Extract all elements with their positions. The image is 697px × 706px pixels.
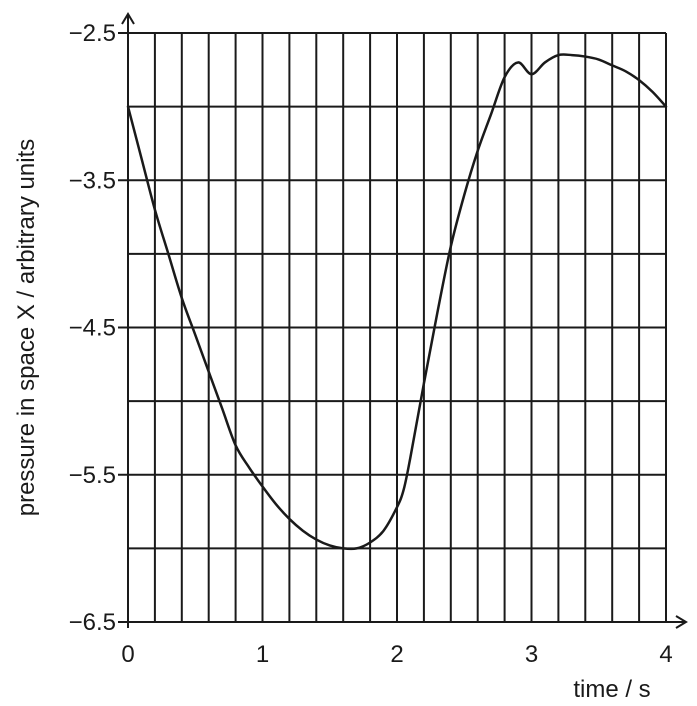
y-tick-label: −3.5	[69, 167, 116, 194]
y-tick-label: −5.5	[69, 462, 116, 489]
y-tick-label: −4.5	[69, 315, 116, 342]
x-axis-arrow	[675, 615, 688, 629]
axes	[118, 12, 688, 629]
x-axis-label: time / s	[573, 676, 650, 703]
y-axis-label: pressure in space X / arbitrary units	[13, 139, 40, 517]
grid	[128, 32, 667, 622]
y-tick-label: −2.5	[69, 20, 116, 47]
x-tick-label: 2	[390, 641, 403, 668]
y-axis-arrow	[121, 12, 135, 25]
x-tick-label: 3	[525, 641, 538, 668]
y-tick-label: −6.5	[69, 609, 116, 636]
x-tick-label: 0	[121, 641, 134, 668]
series-layer	[126, 53, 668, 551]
x-tick-label: 4	[659, 641, 672, 668]
tick-labels: −6.5 −5.5 −4.5 −3.5 −2.5 0 1 2 3 4	[69, 20, 673, 668]
pressure-curve	[126, 53, 668, 551]
x-tick-label: 1	[256, 641, 269, 668]
